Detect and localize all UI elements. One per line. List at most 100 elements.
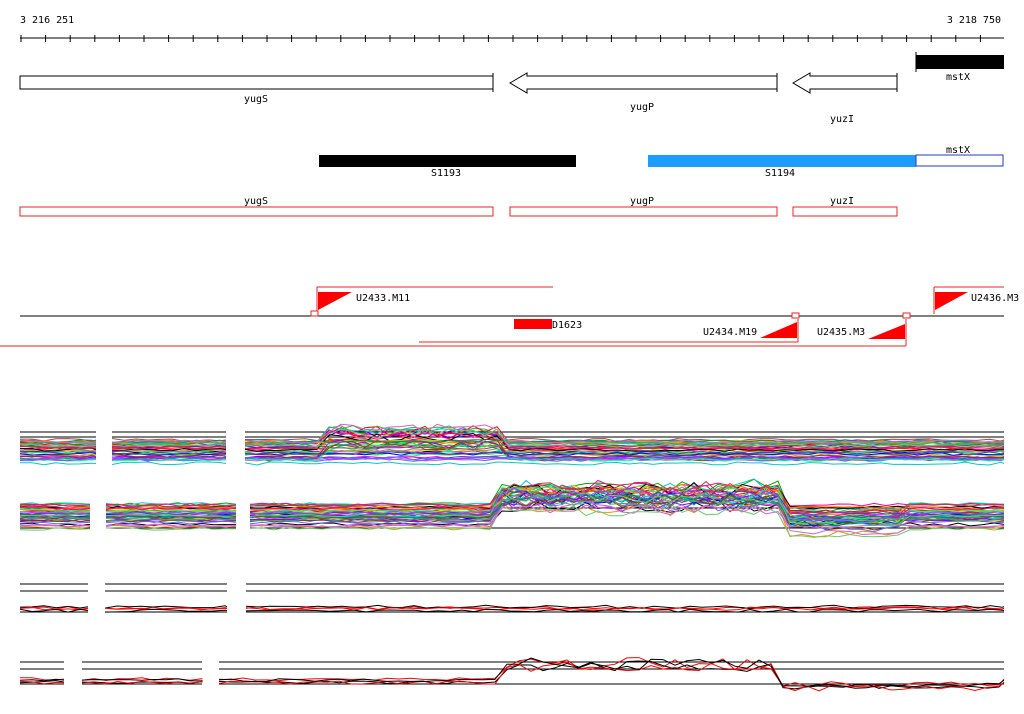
expression-series-line — [244, 456, 1005, 461]
gene-label-yugP: yugP — [630, 102, 654, 113]
tu-U2436.M3[interactable] — [933, 286, 1004, 314]
expression-series-line — [111, 443, 227, 448]
expression-series-line — [244, 425, 1005, 446]
expression-series-line — [111, 456, 227, 461]
expression-series-line — [249, 490, 1005, 525]
segment-bar-S1193[interactable] — [319, 155, 576, 167]
expression-series-line — [19, 608, 89, 613]
expression-series-line — [111, 445, 227, 450]
cds-track: yugS yugP yuzI — [19, 196, 898, 217]
expression-series-line — [105, 511, 237, 515]
segment-label-S1193: S1193 — [431, 168, 461, 179]
gene-arrow-yuzI[interactable] — [792, 72, 898, 94]
gene-track: yugS yugP yuzI mstX — [19, 52, 1004, 125]
expression-series-line — [19, 503, 91, 507]
expression-series-line — [104, 608, 228, 613]
expression-series-line — [111, 458, 227, 462]
expression-series-line — [244, 428, 1005, 448]
expression-series-line — [244, 445, 1005, 450]
tu-label-U2436.M3: U2436.M3 — [971, 293, 1019, 304]
expression-series-line — [19, 504, 91, 508]
expression-series-line — [19, 680, 65, 685]
expression-series-line — [106, 513, 237, 518]
tu-U2433.M11[interactable] — [310, 286, 553, 317]
expression-series-line — [105, 524, 237, 529]
expression-series-line — [19, 505, 91, 509]
expression-series-line — [245, 608, 1005, 613]
expression-series-line — [19, 454, 97, 459]
gene-bar-mstX[interactable] — [915, 52, 1004, 72]
expression-series-line — [105, 516, 237, 520]
expression-series-line — [105, 509, 237, 513]
expression-series-line — [81, 678, 203, 682]
expression-series-line — [249, 495, 1005, 531]
tu-D1623[interactable] — [514, 319, 552, 329]
cds-box-yugS[interactable] — [19, 206, 494, 217]
segment-bar-mstX[interactable] — [915, 154, 1004, 167]
expression-series-line — [19, 517, 91, 521]
expression-series-line — [105, 506, 237, 511]
expression-panel-4 — [19, 657, 1005, 692]
expression-series-line — [19, 514, 91, 519]
expression-series-line — [19, 449, 97, 452]
expression-series-line — [244, 439, 1005, 460]
segment-track: S1193 S1194 mstX — [319, 145, 1004, 179]
tu-label-U2435.M3: U2435.M3 — [817, 327, 865, 338]
expression-series-line — [244, 442, 1005, 462]
expression-series-line — [19, 524, 91, 528]
gene-label-yuzI: yuzI — [830, 114, 854, 125]
tu-label-D1623: D1623 — [552, 320, 582, 331]
expression-series-line — [19, 446, 97, 450]
expression-series-line — [111, 451, 227, 455]
expression-series-line — [249, 486, 1005, 522]
gene-arrow-yugS[interactable] — [19, 73, 494, 92]
expression-series-line — [105, 503, 237, 508]
expression-series-line — [19, 439, 97, 444]
expression-series-line — [244, 452, 1005, 457]
gene-arrow-yugP[interactable] — [509, 72, 778, 94]
cds-label-yuzI: yuzI — [830, 196, 854, 207]
expression-series-line — [81, 680, 203, 685]
expression-series-line — [111, 439, 227, 444]
expression-series-line — [249, 500, 1005, 528]
expression-series-line — [104, 605, 228, 609]
expression-series-line — [19, 456, 97, 461]
expression-series-line — [244, 461, 1005, 466]
expression-series-line — [20, 462, 97, 466]
gene-label-yugS: yugS — [244, 94, 268, 105]
expression-series-line — [111, 461, 227, 466]
expression-series-line — [104, 607, 228, 611]
expression-panel-2 — [19, 478, 1005, 538]
cds-box-yuzI[interactable] — [792, 206, 898, 217]
expression-profiles — [19, 423, 1005, 692]
expression-series-line — [19, 678, 65, 682]
expression-series-line — [218, 660, 1005, 690]
tu-U2435.M3[interactable] — [868, 312, 911, 346]
expression-series-line — [19, 508, 91, 512]
expression-series-line — [245, 428, 1005, 449]
expression-series-line — [19, 680, 65, 684]
expression-series-line — [249, 502, 1005, 536]
expression-series-line — [19, 521, 91, 525]
expression-series-line — [249, 493, 1005, 528]
expression-series-line — [245, 606, 1005, 611]
expression-panel-3 — [19, 583, 1005, 613]
tu-label-U2433.M11: U2433.M11 — [356, 293, 410, 304]
ruler-ticks — [20, 35, 981, 42]
expression-series-line — [249, 494, 1005, 522]
expression-series-line — [218, 657, 1005, 689]
gene-label-mstX: mstX — [946, 72, 970, 83]
expression-series-line — [249, 480, 1005, 517]
expression-series-line — [244, 451, 1005, 456]
cds-box-yugP[interactable] — [509, 206, 778, 217]
segment-label-S1194: S1194 — [765, 168, 795, 179]
expression-series-line — [20, 511, 91, 515]
expression-series-line — [249, 492, 1005, 520]
expression-series-line — [19, 506, 91, 511]
coordinate-end-label: 3 218 750 — [947, 15, 1001, 26]
transcription-unit-track: U2433.M11 D1623 U2434.M19 U2435.M3 U24 — [0, 286, 1019, 347]
expression-series-line — [19, 527, 91, 531]
tu-U2434.M19[interactable] — [419, 312, 800, 343]
segment-bar-S1194[interactable] — [648, 155, 916, 167]
expression-series-line — [20, 451, 97, 455]
